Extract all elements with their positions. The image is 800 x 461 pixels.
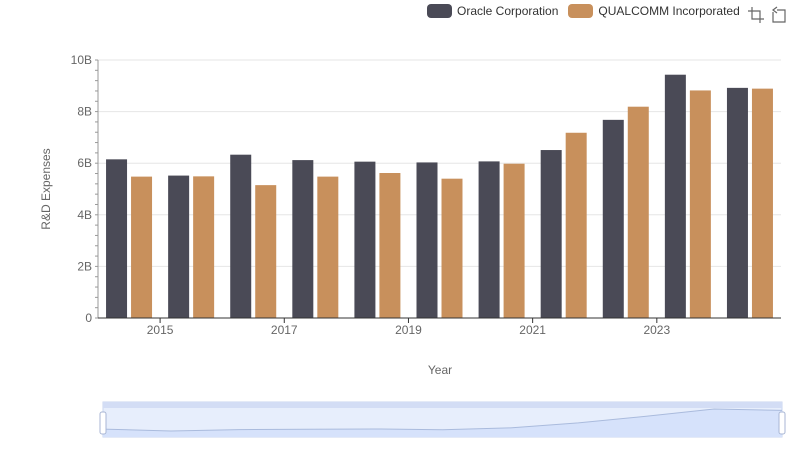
bar-qualcomm-2016[interactable] — [255, 185, 277, 318]
y-axis: 0 2B 4B 6B 8B 10B — [71, 53, 99, 325]
bar-qualcomm-2020[interactable] — [503, 163, 525, 318]
zoom-top-bar[interactable] — [103, 402, 782, 408]
legend-item-qualcomm[interactable]: QUALCOMM Incorporated — [568, 4, 740, 18]
zoom-handle-left[interactable] — [99, 411, 107, 435]
bar-oracle-2016[interactable] — [230, 154, 252, 318]
bar-oracle-2024[interactable] — [726, 87, 748, 318]
legend-swatch-qualcomm — [568, 4, 594, 18]
zoom-icon[interactable] — [747, 6, 765, 24]
bar-oracle-2018[interactable] — [354, 161, 376, 318]
x-tick-label: 2015 — [147, 323, 174, 337]
restore-icon[interactable] — [769, 6, 787, 24]
bar-qualcomm-2023[interactable] — [689, 90, 711, 318]
x-tick-label: 2021 — [519, 323, 546, 337]
y-tick-label: 8B — [77, 105, 92, 119]
x-tick-label: 2017 — [271, 323, 298, 337]
legend: Oracle Corporation QUALCOMM Incorporated — [427, 4, 750, 18]
bar-qualcomm-2018[interactable] — [379, 173, 401, 318]
x-tick-label: 2019 — [395, 323, 422, 337]
legend-label-qualcomm: QUALCOMM Incorporated — [598, 4, 740, 18]
bar-qualcomm-2015[interactable] — [193, 176, 215, 318]
bar-oracle-2022[interactable] — [602, 119, 624, 318]
bars — [106, 74, 773, 319]
x-axis-title: Year — [428, 363, 452, 377]
y-axis-title: R&D Expenses — [39, 148, 53, 229]
bar-oracle-2019[interactable] — [416, 162, 438, 318]
bar-oracle-2020[interactable] — [478, 161, 500, 318]
legend-item-oracle[interactable]: Oracle Corporation — [427, 4, 558, 18]
y-tick-label: 6B — [77, 156, 92, 170]
y-tick-label: 2B — [77, 259, 92, 273]
y-tick-label: 4B — [77, 208, 92, 222]
bar-qualcomm-2024[interactable] — [751, 88, 773, 318]
bar-qualcomm-2017[interactable] — [317, 176, 339, 318]
bar-oracle-2015[interactable] — [168, 175, 190, 318]
bar-oracle-2017[interactable] — [292, 160, 314, 318]
legend-swatch-oracle — [427, 4, 452, 18]
bar-qualcomm-2021[interactable] — [565, 132, 587, 318]
y-tick-label: 10B — [71, 53, 92, 67]
x-axis: 2015 2017 2019 2021 2023 — [98, 317, 781, 337]
zoom-handle-right[interactable] — [778, 411, 786, 435]
bar-qualcomm-2022[interactable] — [627, 106, 649, 318]
data-zoom-slider[interactable] — [99, 401, 786, 438]
x-tick-label: 2023 — [643, 323, 670, 337]
bar-oracle-2021[interactable] — [540, 150, 562, 318]
y-tick-label: 0 — [85, 311, 92, 325]
bar-qualcomm-2014[interactable] — [131, 176, 153, 318]
zoom-preview-line — [102, 408, 783, 432]
legend-label-oracle: Oracle Corporation — [457, 4, 559, 18]
bar-qualcomm-2019[interactable] — [441, 178, 463, 318]
bar-oracle-2014[interactable] — [106, 159, 128, 318]
toolbox — [747, 6, 791, 24]
zoom-preview-area — [103, 409, 782, 437]
bar-oracle-2023[interactable] — [664, 74, 686, 319]
